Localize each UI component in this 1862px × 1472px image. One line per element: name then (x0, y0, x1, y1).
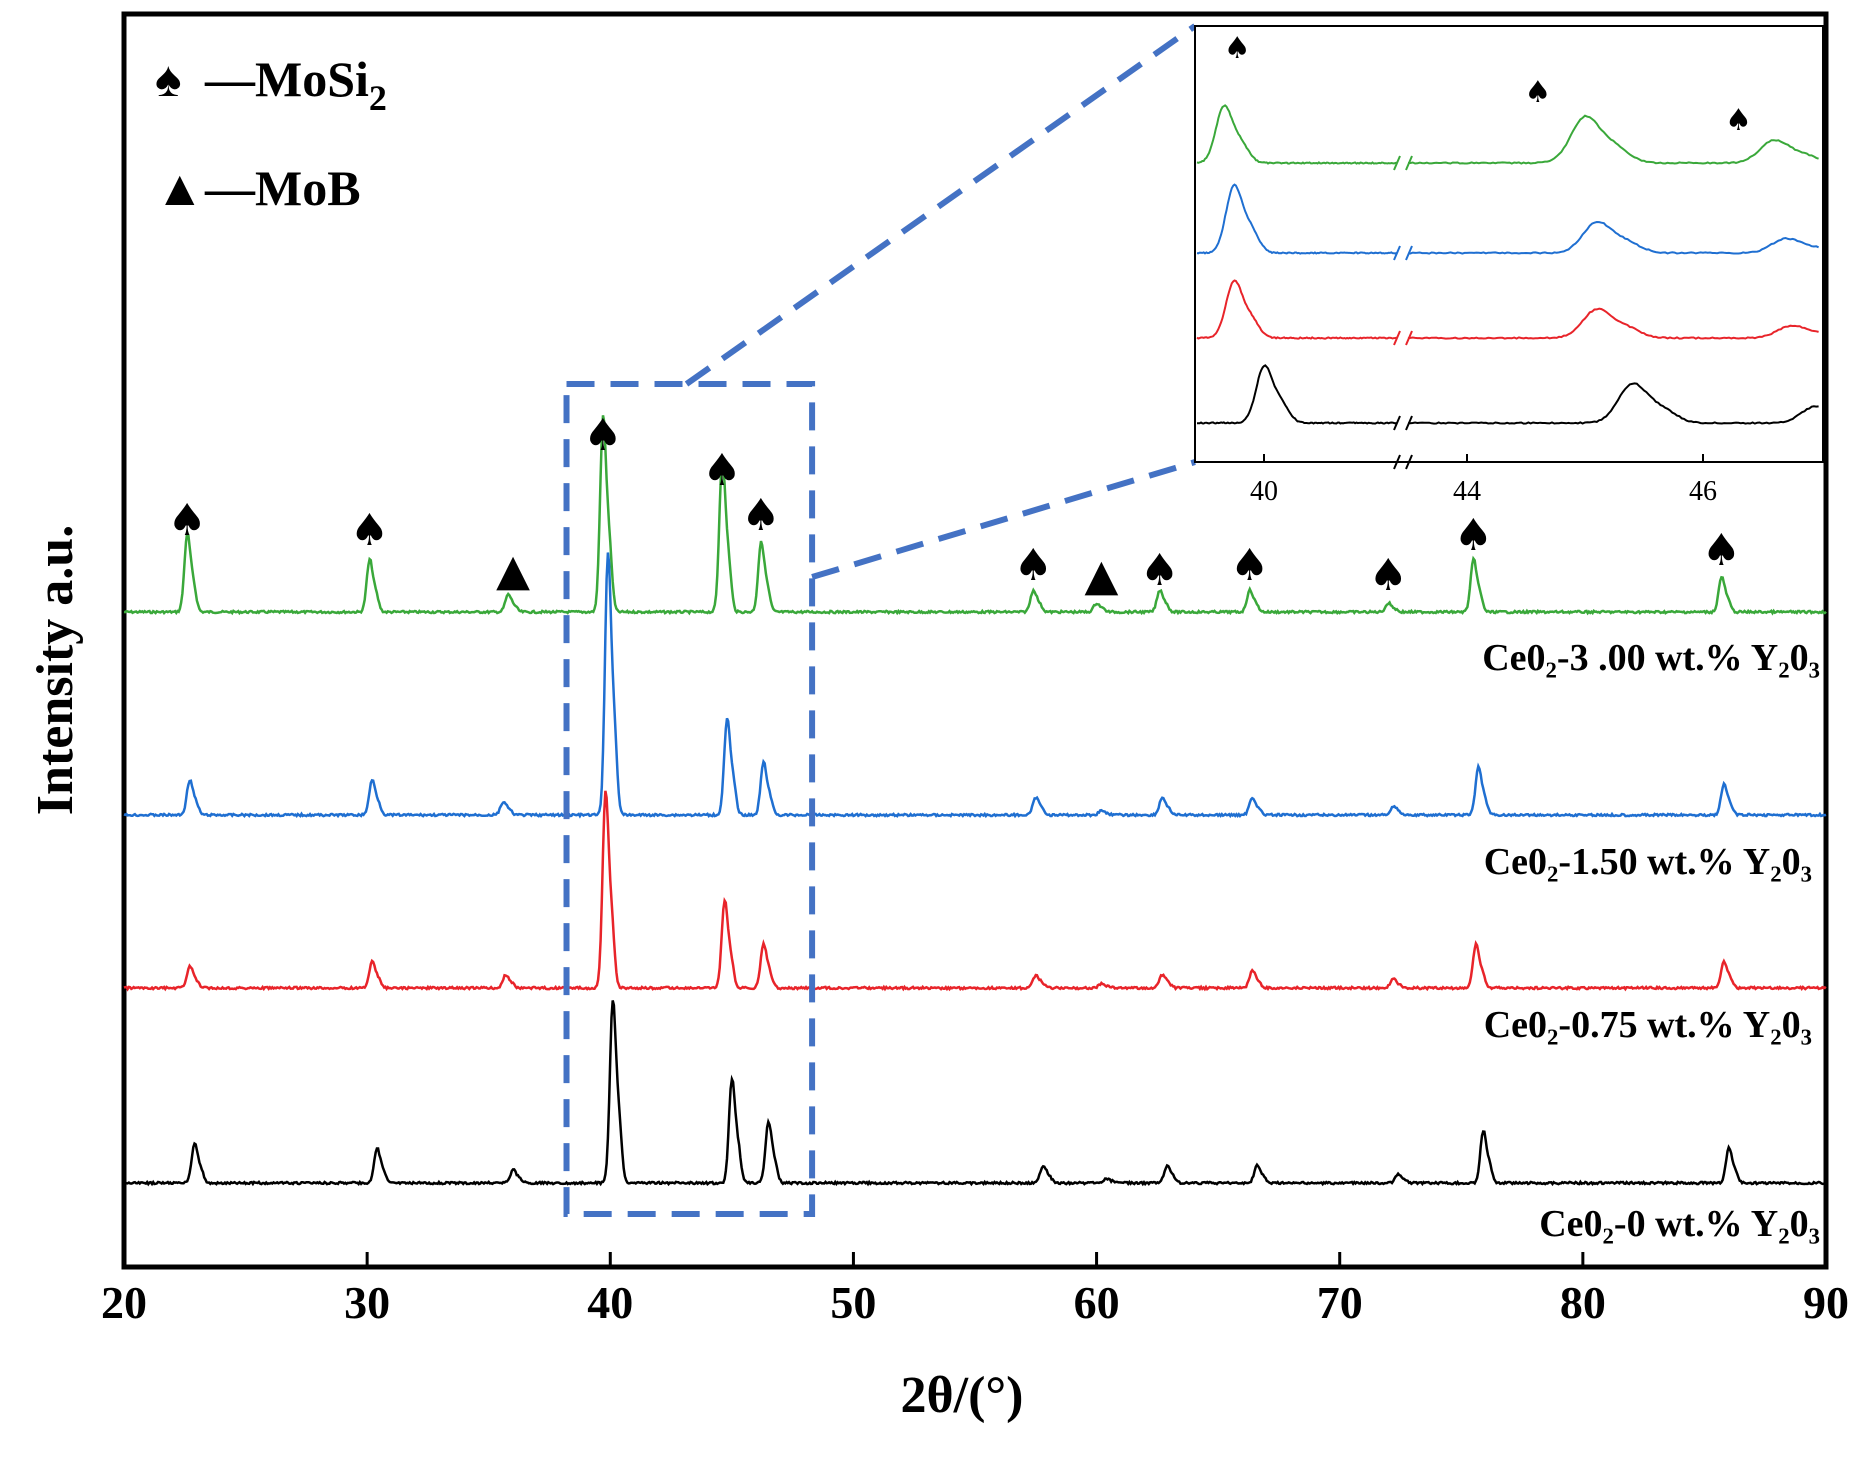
inset-x-axis-break (1393, 454, 1413, 470)
x-tick-label: 80 (1560, 1277, 1606, 1328)
legend-mosi2-symbol: ♠ (155, 51, 182, 107)
inset-x-tick-label: 40 (1250, 476, 1278, 507)
inset-marker-layer: ♠ ♠ ♠ (1224, 31, 1752, 138)
x-axis-ticks: 20 30 40 50 60 70 80 90 (101, 1252, 1849, 1328)
phase-marker: ♠ (167, 495, 206, 546)
legend-mosi2-sub: 2 (369, 78, 387, 118)
inset-series-layer (1196, 104, 1819, 470)
phase-marker: ♠ (1702, 525, 1741, 576)
x-axis-title: 2θ/(°) (900, 1367, 1023, 1424)
inset-series-line-black (1197, 364, 1819, 425)
plot-frame (121, 11, 1829, 1270)
series-label-1-50: Ce0₂-1.50 wt.% Y₂0₃ (1484, 841, 1812, 883)
series-label-0: Ce0₂-0 wt.% Y₂0₃ (1539, 1203, 1820, 1245)
phase-marker: ▲ (1085, 550, 1119, 601)
series-line-blue (123, 552, 1827, 819)
x-tick-label: 40 (587, 1277, 633, 1328)
x-tick-label: 20 (101, 1277, 147, 1328)
inset-axis-break (1393, 415, 1413, 431)
inset-axis-break (1393, 155, 1413, 171)
phase-marker: ♠ (741, 490, 780, 541)
zoom-box (563, 381, 816, 1217)
series-line-red (123, 790, 1827, 992)
svg-text:—MoSi2: —MoSi2 (204, 51, 387, 118)
legend-entry-mosi2: ♠ —MoSi2 (155, 51, 387, 118)
x-tick-label: 90 (1803, 1277, 1849, 1328)
legend-mob-symbol: ▲ (155, 160, 205, 216)
y-axis-title: Intensity a.u. (27, 525, 84, 815)
inset-phase-marker: ♠ (1524, 75, 1551, 110)
x-tick-label: 70 (1317, 1277, 1363, 1328)
inset-phase-marker: ♠ (1224, 31, 1251, 66)
inset-phase-marker: ♠ (1725, 103, 1752, 138)
legend-mosi2-label: —MoSi (204, 51, 369, 107)
legend: ♠ —MoSi2 ▲ —MoB (155, 51, 387, 216)
series-layer (123, 415, 1827, 1187)
phase-marker: ♠ (1014, 540, 1053, 591)
inset-frame (1194, 25, 1824, 463)
inset-series-line-red (1196, 279, 1819, 340)
inset-x-tick-label: 46 (1689, 476, 1717, 507)
inset-axis-break (1393, 330, 1413, 346)
inset-zoom-plot: ♠ ♠ ♠ 40 44 46 (1194, 25, 1824, 507)
phase-marker: ♠ (1369, 550, 1408, 601)
series-label-3-00: Ce0₂-3 .00 wt.% Y₂0₃ (1482, 637, 1820, 679)
series-label-0-75: Ce0₂-0.75 wt.% Y₂0₃ (1484, 1004, 1812, 1046)
phase-marker: ♠ (1140, 545, 1179, 596)
legend-entry-mob: ▲ —MoB (155, 160, 361, 216)
phase-marker-layer: ♠ ♠▲♠♠♠♠ ▲ ♠ ♠ ♠♠ ♠ (167, 410, 1741, 601)
x-tick-label: 60 (1074, 1277, 1120, 1328)
zoom-connector-bottom (811, 459, 1196, 580)
inset-series-line-green (1196, 104, 1819, 165)
series-line-black (123, 1000, 1826, 1187)
phase-marker: ♠ (1454, 510, 1493, 561)
x-tick-label: 30 (344, 1277, 390, 1328)
zoom-indicator (563, 23, 1197, 1217)
inset-x-ticks: 40 44 46 (1250, 454, 1717, 507)
series-labels: Ce0₂-3 .00 wt.% Y₂0₃ Ce0₂-1.50 wt.% Y₂0₃… (1482, 637, 1820, 1245)
phase-marker: ▲ (496, 545, 530, 596)
phase-marker: ♠ (583, 410, 622, 461)
inset-x-tick-label: 44 (1453, 476, 1481, 507)
legend-mob-label: —MoB (204, 160, 361, 216)
phase-marker: ♠ (702, 445, 741, 496)
phase-marker: ♠ (350, 505, 389, 556)
phase-marker: ♠ (1230, 540, 1269, 591)
x-tick-label: 50 (830, 1277, 876, 1328)
inset-series-line-blue (1196, 183, 1819, 255)
series-line-green (123, 415, 1827, 616)
zoom-connector-top (684, 23, 1197, 387)
inset-axis-break (1393, 245, 1413, 261)
